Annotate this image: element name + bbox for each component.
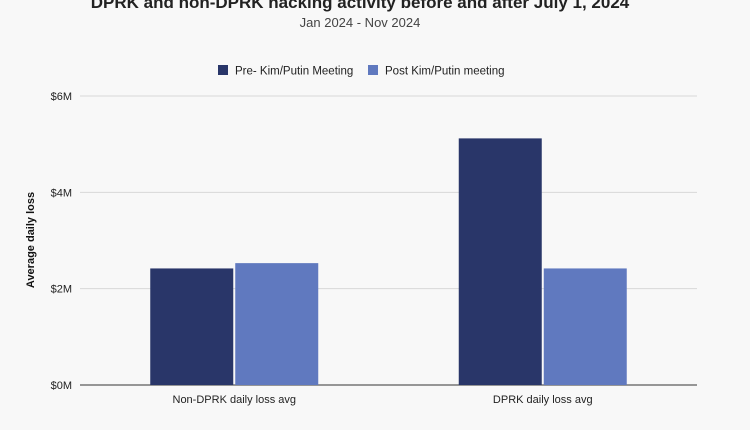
legend-label: Pre- Kim/Putin Meeting (235, 66, 353, 78)
bar-pre-dprk (458, 138, 542, 385)
bar-post-dprk (543, 268, 627, 385)
y-tick-label: $6M (51, 91, 72, 103)
y-tick-label: $4M (51, 187, 72, 199)
chart-subtitle: Jan 2024 - Nov 2024 (300, 15, 421, 30)
y-tick-label: $2M (51, 284, 72, 296)
chart-title: DPRK and non-DPRK hacking activity befor… (91, 0, 630, 12)
bar-pre-non-dprk (150, 268, 234, 385)
legend-swatch (368, 65, 378, 75)
legend-label: Post Kim/Putin meeting (385, 66, 505, 78)
y-tick-label: $0M (51, 380, 72, 392)
y-axis-tick-labels: $0M $2M $4M $6M (51, 91, 72, 392)
legend: Pre- Kim/Putin Meeting Post Kim/Putin mee… (218, 65, 505, 78)
x-tick-label: DPRK daily loss avg (493, 394, 593, 406)
legend-swatch (218, 65, 228, 75)
bar-post-non-dprk (235, 263, 319, 385)
x-tick-label: Non-DPRK daily loss avg (173, 394, 297, 406)
x-axis-tick-labels: Non-DPRK daily loss avg DPRK daily loss a… (173, 394, 593, 406)
bars (150, 138, 627, 385)
y-axis-title: Average daily loss (25, 192, 37, 288)
